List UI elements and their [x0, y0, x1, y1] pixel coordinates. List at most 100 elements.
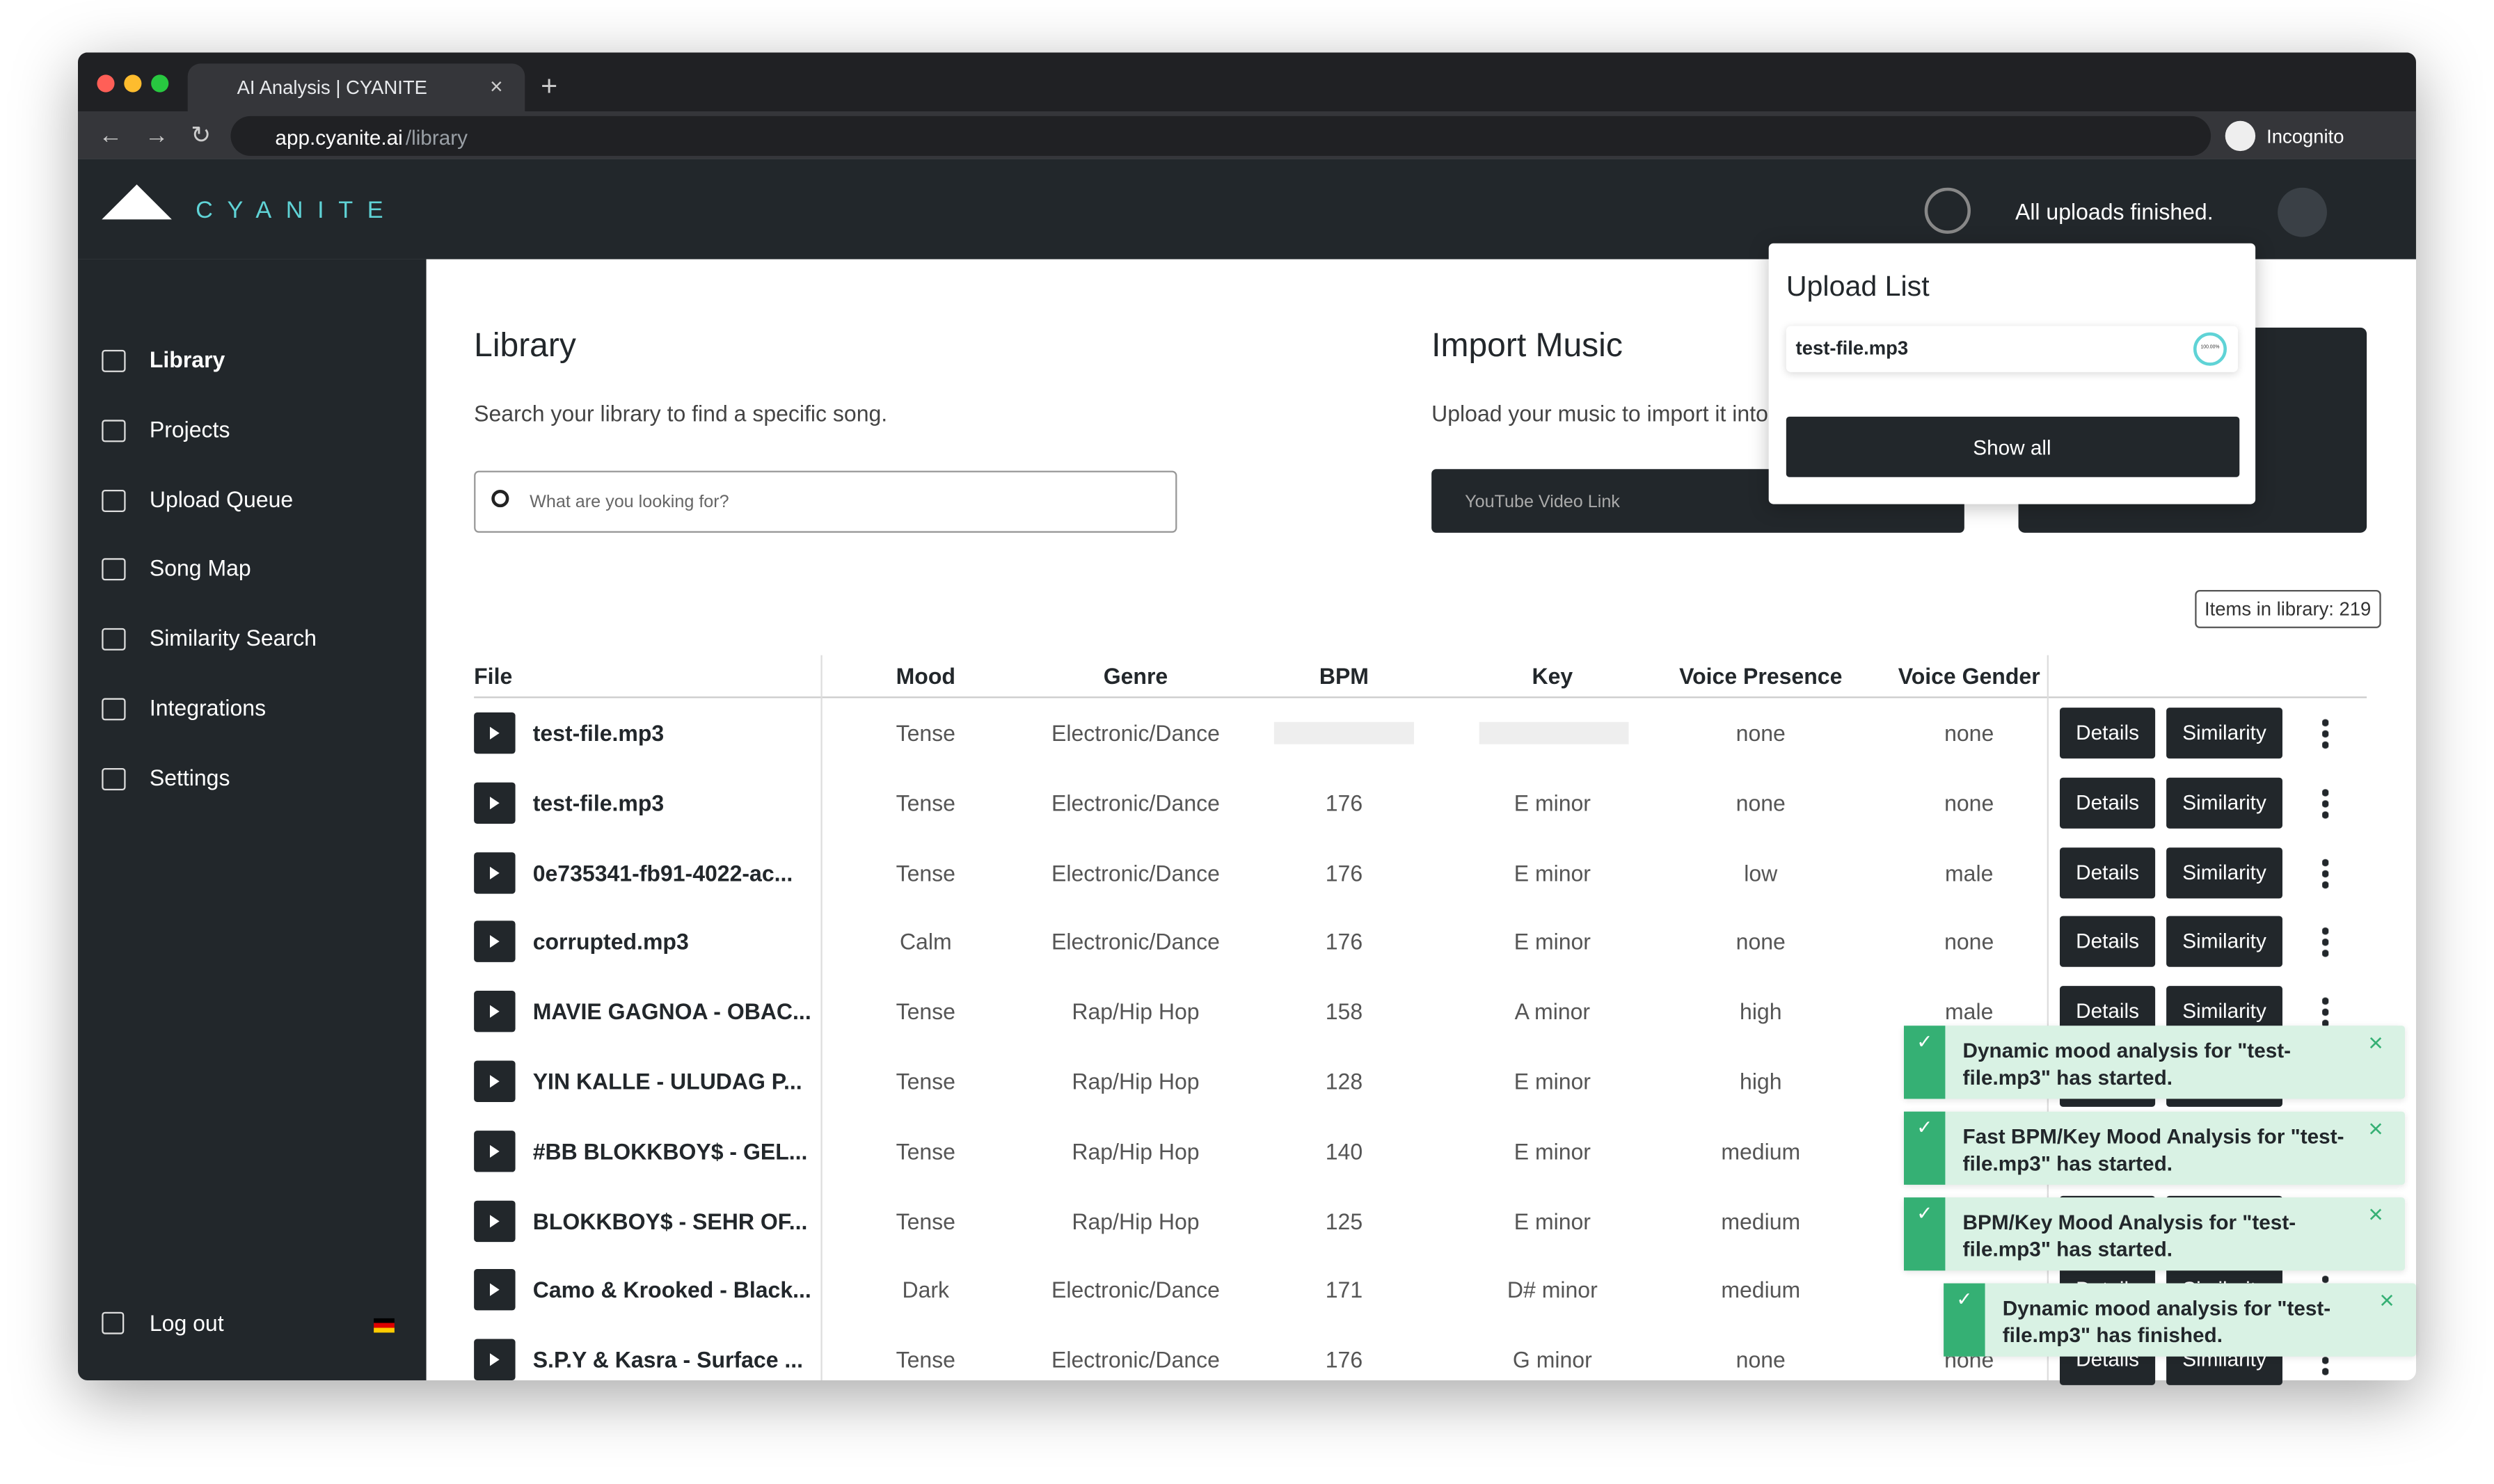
- cell: 176: [1325, 859, 1363, 886]
- cell: high: [1740, 998, 1782, 1025]
- file-row: [1786, 326, 2238, 372]
- show-all-label[interactable]: Show all: [1973, 436, 2051, 460]
- action-label[interactable]: Details: [2076, 929, 2139, 954]
- action-label[interactable]: Details: [2076, 720, 2139, 744]
- toast-stripe: [1903, 1026, 1946, 1099]
- nav-icon: [102, 628, 126, 651]
- cell: 176: [1325, 790, 1363, 816]
- action-label[interactable]: Details: [2076, 790, 2139, 814]
- toast-close[interactable]: ×: [2368, 1030, 2383, 1058]
- kebab[interactable]: [2322, 786, 2329, 819]
- search-box[interactable]: [474, 470, 1177, 533]
- column-header: BPM: [1319, 663, 1369, 689]
- action-button[interactable]: [2059, 708, 2156, 759]
- toast-message: Dynamic mood analysis for "test-file.mp3…: [1962, 1038, 2292, 1090]
- action-label[interactable]: Similarity: [2182, 859, 2266, 884]
- app-header: [77, 159, 2416, 260]
- toast-stripe: [1903, 1197, 1946, 1271]
- cell: Dark: [902, 1277, 950, 1303]
- cell: medium: [1721, 1277, 1801, 1303]
- tab[interactable]: [187, 63, 525, 111]
- divider: [820, 655, 823, 1380]
- url-path: /library: [405, 125, 468, 150]
- action-label[interactable]: Similarity: [2182, 720, 2266, 744]
- progress-label: 100.00%: [2200, 343, 2220, 350]
- cell: 176: [1325, 929, 1363, 955]
- toast: [1944, 1283, 2416, 1357]
- action-button[interactable]: [2166, 708, 2282, 759]
- action-label[interactable]: Details: [2076, 998, 2139, 1023]
- cell: Tense: [896, 1138, 955, 1164]
- toast-close[interactable]: ×: [2379, 1288, 2394, 1316]
- divider: [2047, 655, 2049, 1380]
- file-name: BLOKKBOY$ - SEHR OF...: [532, 1208, 808, 1234]
- nav-icon: [102, 698, 126, 721]
- kebab[interactable]: [2322, 856, 2329, 888]
- nav-item[interactable]: Upload Queue: [149, 486, 294, 512]
- window-button: [124, 74, 142, 93]
- toast-close[interactable]: ×: [2368, 1116, 2383, 1144]
- action-button[interactable]: [2166, 847, 2282, 898]
- action-label[interactable]: Details: [2076, 859, 2139, 884]
- cell: medium: [1721, 1208, 1801, 1234]
- nav-item[interactable]: Settings: [149, 764, 230, 790]
- action-button[interactable]: [2059, 847, 2156, 898]
- action-button[interactable]: [2059, 916, 2156, 968]
- items-count: Items in library: 219: [2195, 589, 2381, 628]
- action-button[interactable]: [2166, 916, 2282, 968]
- file-name: test-file.mp3: [532, 720, 665, 746]
- cell: Electronic/Dance: [1051, 720, 1220, 746]
- omnibox[interactable]: [230, 115, 2211, 156]
- action-label[interactable]: Similarity: [2182, 998, 2266, 1023]
- action-button[interactable]: [2059, 777, 2156, 829]
- action-button[interactable]: [2166, 777, 2282, 829]
- action-label[interactable]: Similarity: [2182, 929, 2266, 954]
- cell: 158: [1325, 998, 1363, 1025]
- column-header: File: [474, 663, 513, 689]
- file-name: corrupted.mp3: [532, 929, 689, 955]
- cell: Calm: [899, 929, 952, 955]
- avatar[interactable]: [2278, 187, 2327, 237]
- placeholder-bar: [1273, 721, 1414, 744]
- nav-item[interactable]: Similarity Search: [149, 625, 317, 651]
- cell: Tense: [896, 998, 955, 1025]
- nav-item[interactable]: Song Map: [149, 555, 251, 582]
- nav-item[interactable]: Library: [149, 346, 225, 372]
- nav-item[interactable]: Projects: [149, 416, 230, 442]
- tab-title: AI Analysis | CYANITE: [237, 76, 427, 99]
- action-label[interactable]: Similarity: [2182, 790, 2266, 814]
- library-subtitle: Search your library to find a specific s…: [474, 400, 888, 426]
- placeholder-bar: [1479, 721, 1629, 744]
- cell: Electronic/Dance: [1051, 1277, 1220, 1303]
- cell: male: [1945, 859, 1994, 886]
- cell: Tense: [896, 790, 955, 816]
- play-icon: [489, 935, 500, 949]
- toast-close[interactable]: ×: [2368, 1202, 2383, 1229]
- cell: low: [1744, 859, 1778, 886]
- file-name: test-file.mp3: [532, 790, 665, 816]
- kebab[interactable]: [2322, 926, 2329, 958]
- cell: Electronic/Dance: [1051, 1347, 1220, 1373]
- toast-stripe: [1944, 1283, 1985, 1357]
- new-tab: +: [541, 70, 558, 102]
- nav-item[interactable]: Integrations: [149, 694, 267, 721]
- cell: G minor: [1512, 1347, 1592, 1373]
- flag: [374, 1318, 395, 1333]
- kebab[interactable]: [2322, 717, 2329, 749]
- toast-check: ✓: [1916, 1116, 1933, 1139]
- column-header: Key: [1532, 663, 1573, 689]
- kebab[interactable]: [2322, 996, 2329, 1028]
- logout[interactable]: Log out: [149, 1310, 224, 1336]
- column-header: Voice Gender: [1898, 663, 2040, 689]
- file-name: Camo & Krooked - Black...: [532, 1277, 811, 1303]
- toast-check: ✓: [1916, 1030, 1933, 1053]
- cell: D# minor: [1507, 1277, 1598, 1303]
- toast-check: ✓: [1956, 1288, 1973, 1311]
- show-all-button[interactable]: [1786, 416, 2240, 477]
- tab-close: ×: [489, 73, 503, 99]
- kebab[interactable]: [2322, 1343, 2329, 1376]
- profile: Incognito: [2266, 125, 2344, 148]
- toast: [1903, 1111, 2405, 1185]
- column-header: Voice Presence: [1679, 663, 1843, 689]
- cell: E minor: [1514, 1068, 1591, 1094]
